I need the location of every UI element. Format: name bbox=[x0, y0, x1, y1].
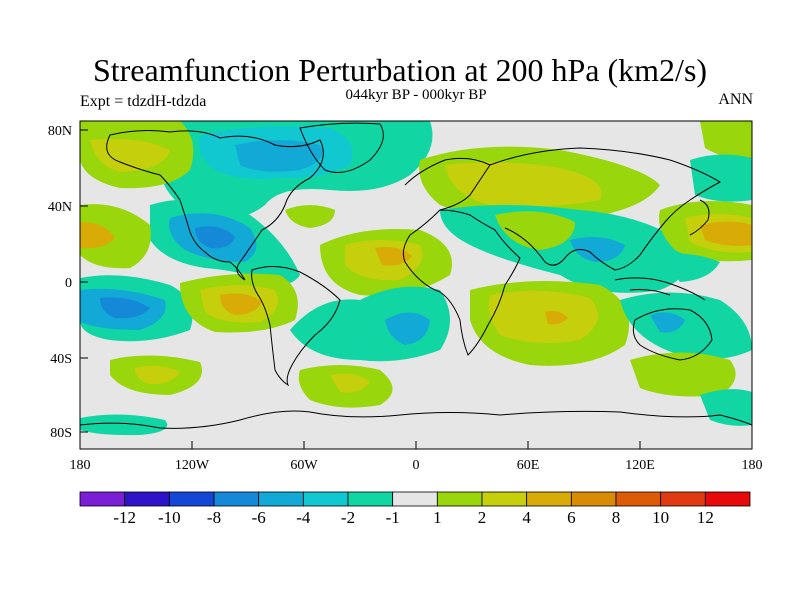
colorbar-label: -8 bbox=[207, 508, 221, 527]
colorbar-label: -6 bbox=[252, 508, 266, 527]
lon-label: 0 bbox=[413, 458, 420, 473]
lon-label: 60W bbox=[290, 458, 318, 473]
colorbar-label: 6 bbox=[567, 508, 576, 527]
figure-subtitle: 044kyr BP - 000kyr BP bbox=[345, 87, 487, 103]
colorbar-swatch bbox=[392, 491, 438, 507]
australia-green bbox=[620, 292, 752, 359]
north-america-cyan-region bbox=[235, 140, 323, 172]
colorbar-swatch bbox=[704, 491, 751, 507]
south-america-orange bbox=[220, 293, 262, 315]
coastlines bbox=[80, 122, 752, 429]
colorbar-label: 2 bbox=[478, 508, 487, 527]
colorbar-swatch bbox=[660, 491, 706, 507]
antarctica-coast bbox=[80, 410, 752, 429]
lon-axis bbox=[79, 441, 753, 449]
north-america-coast bbox=[106, 130, 324, 281]
colorbar-swatch bbox=[570, 491, 617, 507]
atlantic-small-lime bbox=[285, 205, 335, 228]
south-atlantic-cyan bbox=[385, 312, 430, 345]
indian-ocean-orange bbox=[545, 310, 568, 325]
experiment-label: Expt = tdzdH-tdzda bbox=[80, 93, 207, 110]
colorbar: -12 -10 -8 -6 -4 -2 -1 1 2 4 6 8 10 12 bbox=[79, 491, 751, 527]
lat-label: 80S bbox=[50, 426, 72, 441]
colorbar-swatch bbox=[258, 491, 304, 507]
colorbar-label: 4 bbox=[522, 508, 531, 527]
lat-label: 40N bbox=[48, 200, 72, 215]
ne-lime-region bbox=[700, 121, 752, 160]
equatorial-orange bbox=[375, 247, 412, 266]
pacific-lime-west bbox=[80, 204, 151, 269]
lat-label: 0 bbox=[65, 276, 72, 291]
colorbar-swatch bbox=[347, 491, 394, 507]
india-cyan bbox=[570, 236, 625, 262]
colorbar-label: 8 bbox=[612, 508, 621, 527]
colorbar-swatch bbox=[79, 491, 126, 507]
usa-blue-core bbox=[195, 226, 235, 249]
antarctic-green bbox=[80, 414, 168, 436]
colorbar-label: -4 bbox=[296, 508, 311, 527]
figure-title: Streamfunction Perturbation at 200 hPa (… bbox=[92, 52, 708, 88]
colorbar-label: -1 bbox=[386, 508, 400, 527]
colorbar-swatch bbox=[615, 491, 662, 507]
southern-ocean-green-east bbox=[700, 389, 752, 426]
lon-label: 180 bbox=[70, 458, 91, 473]
asia-coast bbox=[489, 147, 722, 271]
colorbar-label: 12 bbox=[697, 508, 714, 527]
lat-label: 40S bbox=[50, 352, 72, 367]
colorbar-label: 10 bbox=[652, 508, 669, 527]
lat-axis bbox=[80, 129, 88, 433]
colorbar-swatch bbox=[168, 491, 215, 507]
south-america-coast bbox=[251, 266, 341, 387]
map-field bbox=[80, 121, 752, 449]
colorbar-swatch bbox=[124, 491, 170, 507]
greenland-coast bbox=[299, 122, 384, 173]
colorbar-swatch bbox=[526, 491, 572, 507]
season-label: ANN bbox=[718, 91, 753, 108]
nw-yellow-region bbox=[90, 138, 170, 172]
colorbar-label: -2 bbox=[341, 508, 355, 527]
lon-label: 180 bbox=[742, 458, 763, 473]
colorbar-label: 1 bbox=[433, 508, 442, 527]
south-indian-lime bbox=[630, 352, 736, 397]
japan-coast bbox=[689, 199, 710, 236]
middle-east-lime bbox=[495, 211, 575, 250]
europe-africa-coast bbox=[402, 157, 521, 356]
lon-label: 120W bbox=[175, 458, 210, 473]
australia-cyan bbox=[650, 312, 685, 333]
indonesia-coast bbox=[614, 277, 706, 301]
colorbar-label: -12 bbox=[113, 508, 136, 527]
lon-labels: 180 120W 60W 0 60E 120E 180 bbox=[70, 458, 763, 473]
colorbar-label: -10 bbox=[158, 508, 181, 527]
colorbar-swatch bbox=[436, 491, 483, 507]
east-pacific-orange bbox=[700, 221, 752, 246]
lat-label: 80N bbox=[48, 124, 72, 139]
lon-label: 120E bbox=[625, 458, 655, 473]
lon-label: 60E bbox=[517, 458, 540, 473]
indian-ocean-yellow bbox=[488, 290, 598, 344]
pacific-edge-green bbox=[660, 253, 720, 282]
ne-green-region bbox=[690, 154, 752, 202]
lat-labels: 80N 40N 0 40S 80S bbox=[48, 124, 72, 441]
pacific-orange-west bbox=[80, 222, 115, 249]
australia-coast bbox=[632, 308, 713, 361]
colorbar-swatch bbox=[213, 491, 260, 507]
south-pacific-blue bbox=[100, 297, 150, 319]
colorbar-swatch bbox=[302, 491, 349, 507]
south-yellow-1 bbox=[135, 365, 180, 385]
south-yellow-2 bbox=[330, 373, 370, 393]
colorbar-swatch bbox=[481, 491, 528, 507]
